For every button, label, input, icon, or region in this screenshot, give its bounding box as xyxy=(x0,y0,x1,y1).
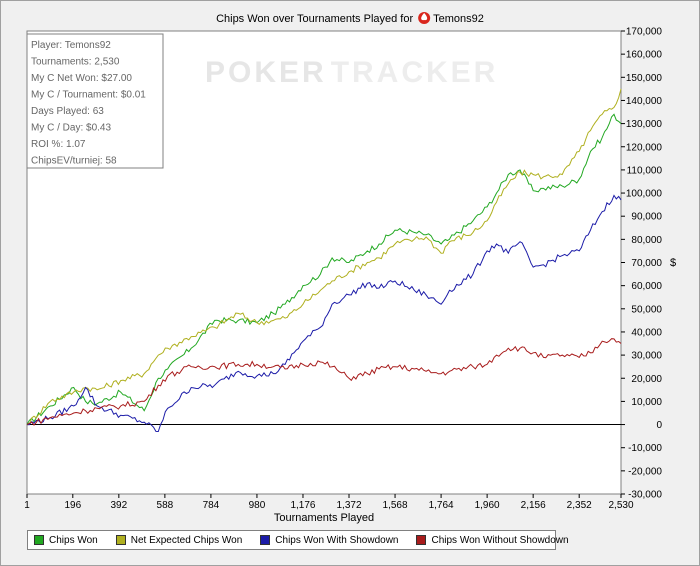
y-tick-label: 140,000 xyxy=(626,96,663,107)
legend-item-1: Chips Won xyxy=(34,535,98,546)
stats-box xyxy=(26,33,164,169)
series-line-4 xyxy=(26,338,622,426)
x-tick-label: 2,352 xyxy=(567,500,592,511)
series-line-3 xyxy=(26,194,622,433)
stats-line: Days Played: 63 xyxy=(31,106,104,117)
legend-swatch xyxy=(416,535,427,545)
x-tick-label: 1,568 xyxy=(383,500,408,511)
legend-label: Chips Won xyxy=(49,534,98,546)
y-tick-label: 50,000 xyxy=(631,304,662,315)
y-tick-label: 70,000 xyxy=(631,258,662,269)
y-tick-label: -20,000 xyxy=(628,466,662,477)
y-tick-label: 100,000 xyxy=(626,189,663,200)
chart-title: Chips Won over Tournaments Played for xyxy=(216,13,413,25)
x-tick-label: 588 xyxy=(157,500,174,511)
y-tick-label: 90,000 xyxy=(631,212,662,223)
y-tick-label: 60,000 xyxy=(631,281,662,292)
x-tick-label: 1,764 xyxy=(429,500,454,511)
y-tick-label: 10,000 xyxy=(631,397,662,408)
y-axis: -30,000 -20,000 -10,000 0 10,000 20,000 30,000… xyxy=(621,27,662,501)
legend-label: Chips Won With Showdown xyxy=(275,534,399,546)
poker-spade-icon xyxy=(418,12,431,24)
y-tick-label: 110,000 xyxy=(627,165,663,176)
y-tick-label: 20,000 xyxy=(631,374,662,385)
x-tick-label: 392 xyxy=(110,500,127,511)
stats-line: ChipsEV/turniej: 58 xyxy=(31,156,117,167)
series-line-2 xyxy=(26,88,622,426)
y-tick-label: 30,000 xyxy=(631,351,662,362)
y-tick-label: 160,000 xyxy=(626,50,663,61)
legend-swatch xyxy=(115,535,126,545)
stats-line: My C Net Won: $27.00 xyxy=(31,73,132,84)
legend-swatch xyxy=(34,535,44,545)
legend-label: Chips Won Without Showdown xyxy=(431,534,569,546)
legend-item-2: Net Expected Chips Won xyxy=(115,534,243,546)
chart-title-player: Temons92 xyxy=(433,13,484,25)
x-tick-label: 196 xyxy=(64,500,81,511)
y-tick-label: 150,000 xyxy=(626,73,663,84)
y-tick-label: 130,000 xyxy=(626,119,663,130)
y-tick-label: 170,000 xyxy=(626,27,663,38)
x-tick-label: 1,176 xyxy=(290,500,315,511)
x-tick-label: 1 xyxy=(24,500,30,511)
legend-label: Net Expected Chips Won xyxy=(130,534,243,546)
stats-line: Tournaments: 2,530 xyxy=(31,57,120,68)
y-axis-label: $ xyxy=(670,257,676,269)
x-tick-label: 2,530 xyxy=(608,500,633,511)
x-tick-label: 1,372 xyxy=(336,500,361,511)
chart-title-text: Chips Won over Tournaments Played for xyxy=(216,13,413,25)
watermark-part-2: TRACKER xyxy=(331,56,499,89)
y-tick-label: 40,000 xyxy=(631,327,662,338)
stats-line: Player: Temons92 xyxy=(31,40,111,51)
x-tick-label: 784 xyxy=(203,500,220,511)
series-group xyxy=(26,88,622,433)
x-tick-label: 980 xyxy=(249,500,266,511)
legend-item-3: Chips Won With Showdown xyxy=(260,535,398,546)
stats-line: ROI %: 1.07 xyxy=(31,139,86,150)
legend-item-4: Chips Won Without Showdown xyxy=(416,534,569,546)
x-tick-label: 2,156 xyxy=(521,500,546,511)
stats-line: My C / Day: $0.43 xyxy=(31,123,111,134)
stats-lines: Player: Temons92 Tournaments: 2,530 My C N… xyxy=(31,40,146,167)
watermark-logo: POKER TRACKER xyxy=(205,56,498,89)
legend-swatch xyxy=(260,535,271,545)
legend: Chips Won Net Expected Chips Won Chips Won… xyxy=(27,530,569,550)
x-tick-label: 1,960 xyxy=(475,500,500,511)
x-axis-label: Tournaments Played xyxy=(274,512,374,524)
y-tick-label: 80,000 xyxy=(631,235,662,246)
watermark-part-1: POKER xyxy=(205,56,327,89)
stats-line: My C / Tournament: $0.01 xyxy=(31,90,146,101)
y-tick-label: 0 xyxy=(656,420,662,431)
y-tick-label: -10,000 xyxy=(628,443,662,454)
x-axis: 1 196 392 588 784 980 1,176 1,372 1,568 1,764 1,96… xyxy=(24,494,634,511)
y-tick-label: 120,000 xyxy=(626,142,663,153)
y-tick-label: -30,000 xyxy=(628,490,662,501)
